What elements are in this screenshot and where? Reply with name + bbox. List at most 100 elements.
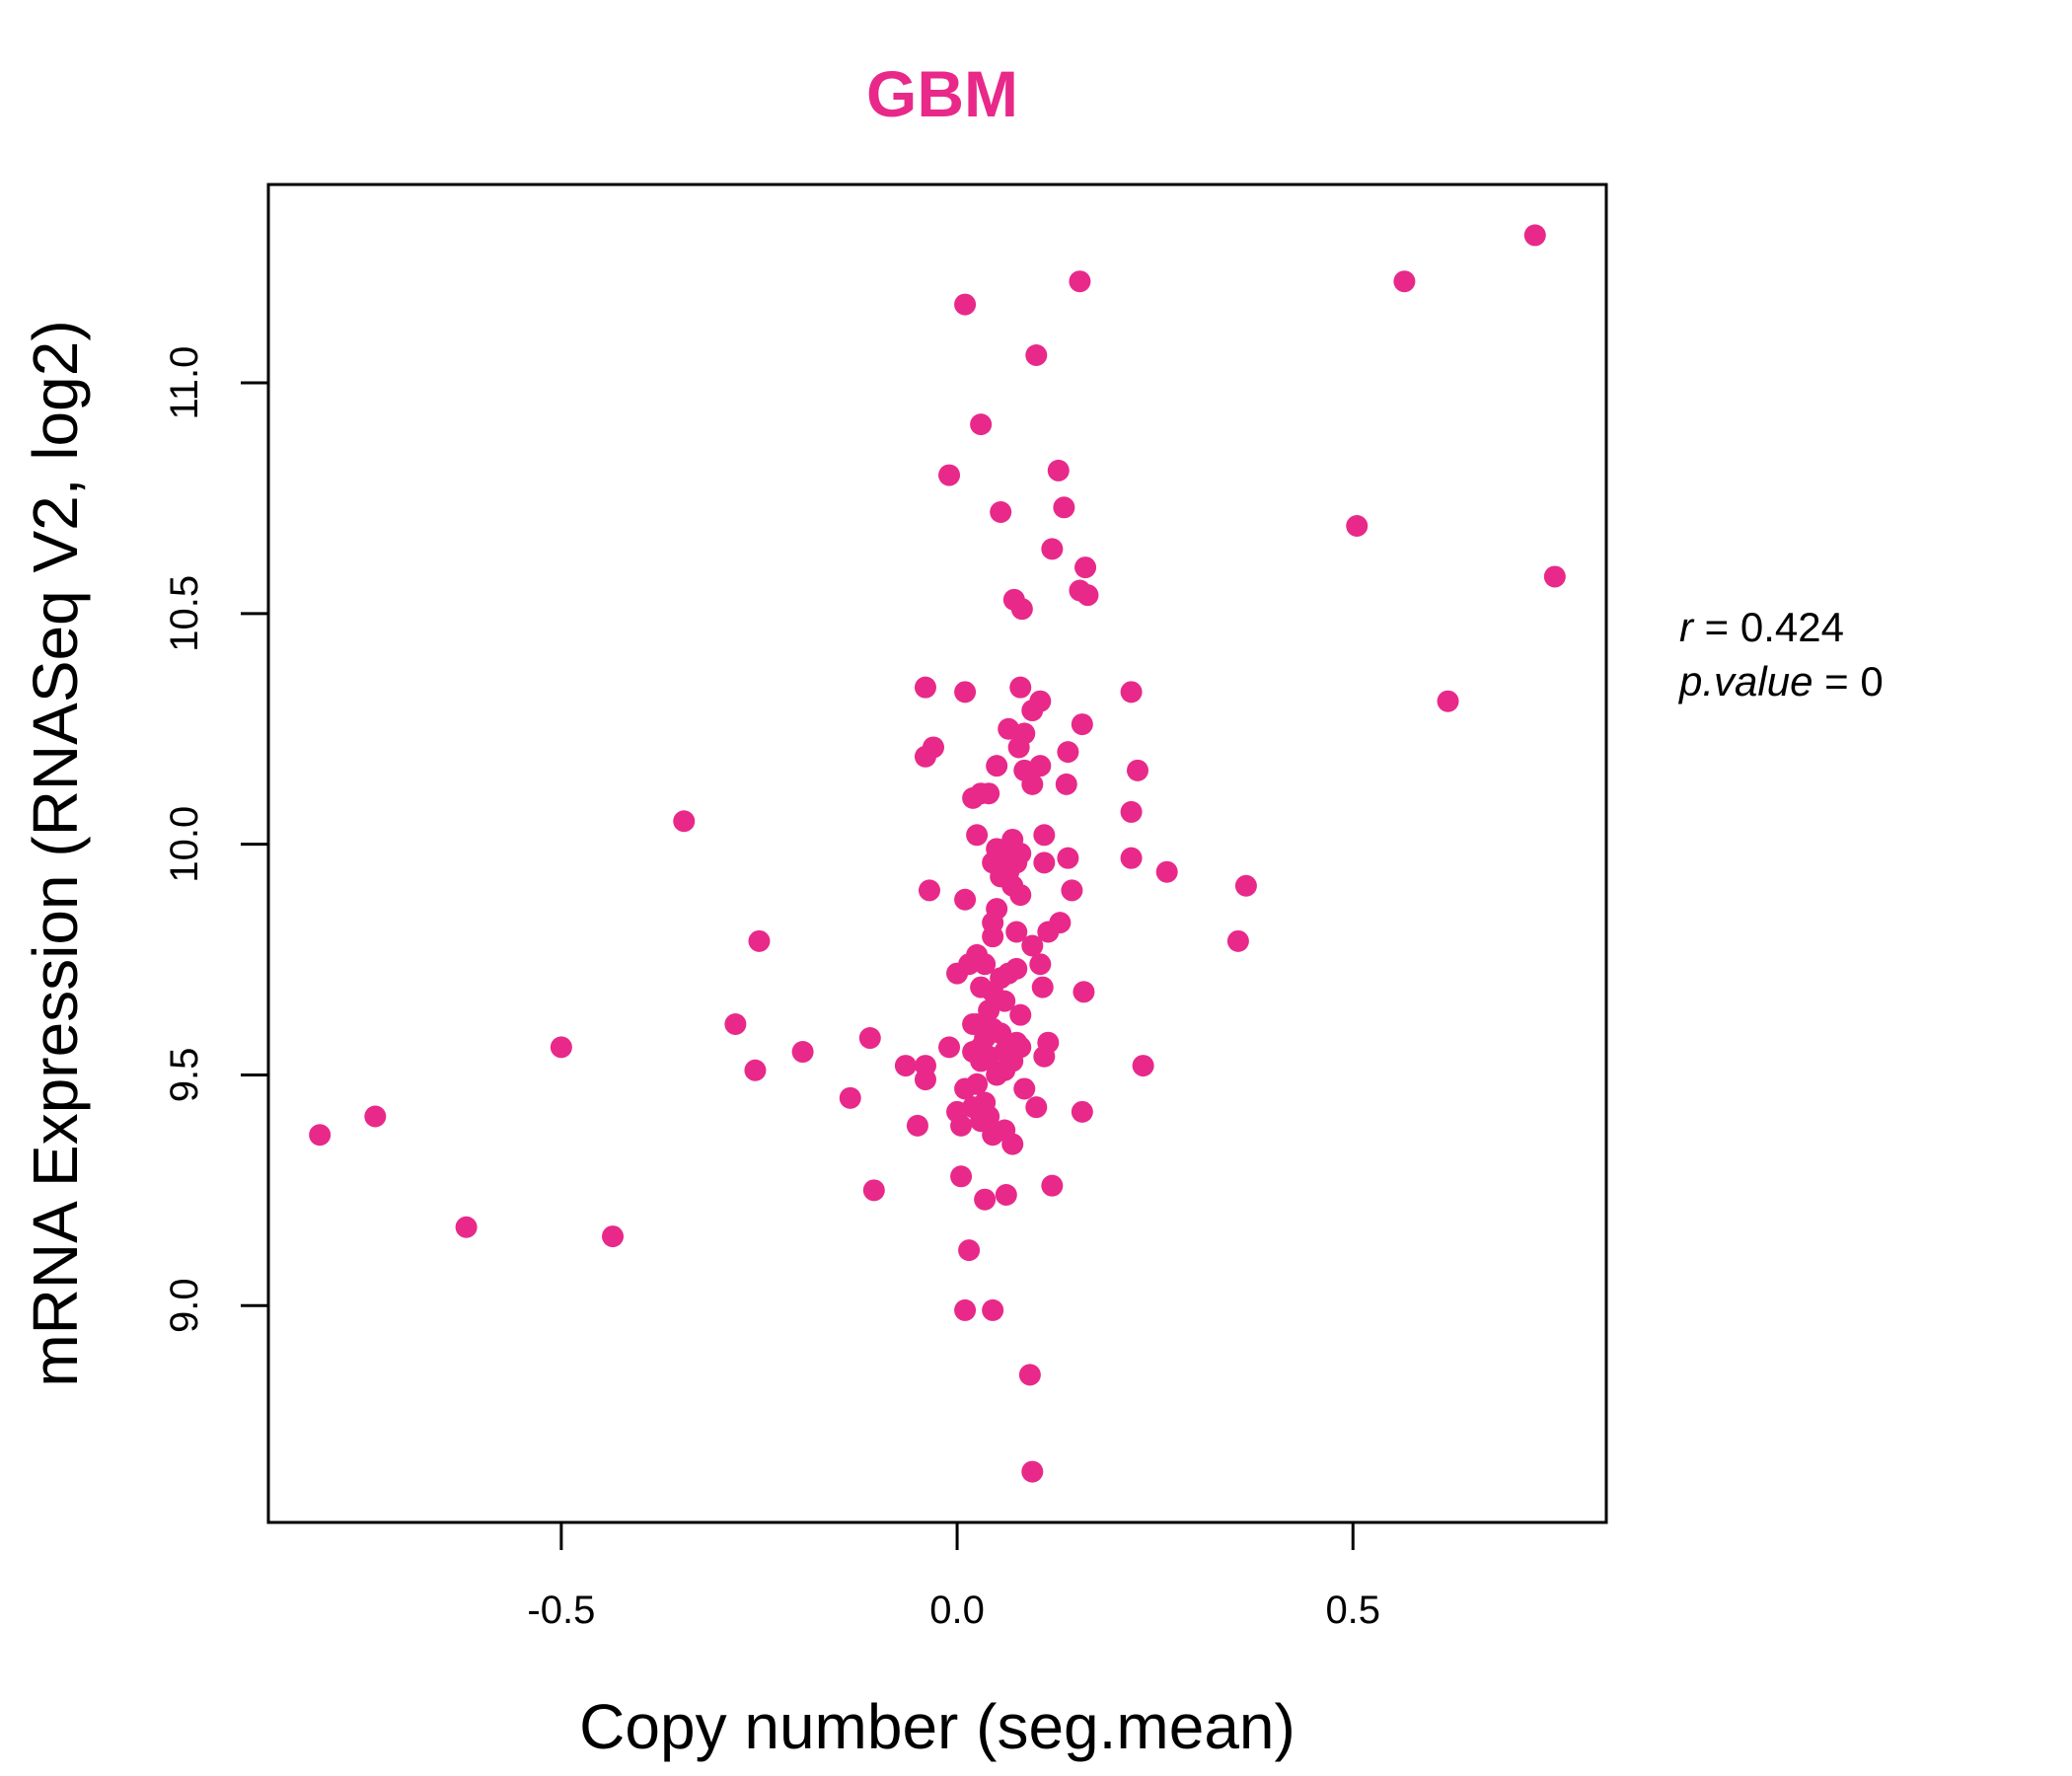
- data-point: [1031, 976, 1054, 999]
- data-point: [974, 1188, 997, 1211]
- data-point: [364, 1105, 387, 1128]
- r-label: r: [1679, 604, 1695, 650]
- data-point: [1073, 981, 1095, 1003]
- data-point: [914, 676, 936, 699]
- data-point: [1001, 1133, 1024, 1155]
- data-point: [938, 1036, 961, 1059]
- data-point: [954, 681, 977, 703]
- data-point: [914, 745, 936, 768]
- data-point: [1025, 344, 1048, 367]
- data-point: [1029, 953, 1052, 976]
- data-point: [862, 1179, 885, 1202]
- data-point: [1021, 773, 1044, 795]
- y-axis-label: mRNA Expression (RNASeq V2, log2): [20, 320, 91, 1386]
- data-point: [858, 1027, 881, 1050]
- data-point: [995, 1184, 1017, 1207]
- x-axis-label: Copy number (seg.mean): [579, 1691, 1295, 1762]
- r-stat-line: r = 0.424: [1679, 604, 1844, 650]
- data-point: [1071, 1100, 1093, 1123]
- data-point: [950, 1114, 973, 1137]
- data-point: [1234, 874, 1257, 897]
- data-point: [1057, 847, 1079, 869]
- data-point: [938, 464, 961, 486]
- y-tick-label: 10.5: [163, 575, 206, 652]
- data-point: [1009, 676, 1032, 699]
- data-point: [1071, 713, 1093, 736]
- x-tick-label: -0.5: [527, 1589, 595, 1632]
- data-point: [1021, 934, 1044, 957]
- data-point: [1120, 847, 1143, 869]
- data-point: [986, 755, 1008, 777]
- x-tick-label: 0.5: [1325, 1589, 1380, 1632]
- data-point: [724, 1013, 747, 1036]
- correlation-stats: r = 0.424 p.value = 0: [1677, 604, 1884, 704]
- data-point: [994, 990, 1016, 1012]
- data-point: [966, 824, 989, 847]
- data-point: [954, 1077, 977, 1100]
- data-point: [1076, 584, 1099, 607]
- chart-title: GBM: [866, 57, 1018, 130]
- data-point: [970, 1050, 993, 1073]
- data-point: [1057, 741, 1079, 764]
- data-point: [1041, 538, 1064, 560]
- data-point: [1543, 565, 1566, 588]
- data-point: [1055, 773, 1077, 795]
- p-label: p.value: [1677, 658, 1813, 704]
- data-point: [791, 1041, 814, 1064]
- data-points: [309, 224, 1566, 1483]
- y-tick-label: 11.0: [163, 346, 206, 420]
- data-point: [1013, 1077, 1036, 1100]
- y-tick-label: 10.0: [163, 806, 206, 883]
- data-point: [974, 953, 997, 976]
- data-point: [1033, 824, 1056, 847]
- data-point: [1007, 736, 1030, 759]
- data-point: [1005, 921, 1028, 943]
- data-point: [1033, 1045, 1056, 1068]
- data-point: [946, 962, 969, 985]
- data-point: [602, 1225, 625, 1248]
- data-point: [1010, 598, 1033, 621]
- data-point: [994, 1059, 1016, 1081]
- data-point: [1132, 1055, 1154, 1077]
- data-point: [744, 1059, 767, 1081]
- y-axis: 9.0 9.5 10.0 10.5 11.0: [163, 346, 270, 1333]
- p-value: 0: [1860, 658, 1883, 704]
- data-point: [1009, 884, 1032, 907]
- r-value: 0.424: [1740, 604, 1844, 650]
- data-point: [954, 293, 977, 316]
- data-point: [1018, 1364, 1041, 1386]
- data-point: [982, 1298, 1004, 1321]
- data-point: [1037, 921, 1060, 943]
- data-point: [906, 1114, 928, 1137]
- data-point: [954, 1298, 977, 1321]
- data-point: [1393, 270, 1416, 293]
- data-point: [1523, 224, 1546, 247]
- data-point: [455, 1216, 478, 1238]
- data-point: [954, 888, 977, 911]
- data-point: [1053, 496, 1075, 519]
- data-point: [1120, 681, 1143, 703]
- data-point: [970, 413, 993, 436]
- data-point: [748, 929, 771, 952]
- data-point: [1009, 1003, 1032, 1026]
- data-point: [958, 1239, 981, 1262]
- x-tick-label: 0.0: [929, 1589, 985, 1632]
- data-point: [894, 1055, 917, 1077]
- data-point: [673, 810, 696, 833]
- data-point: [1074, 556, 1097, 579]
- data-point: [1029, 755, 1052, 777]
- data-point: [1033, 851, 1056, 874]
- data-point: [1346, 515, 1369, 538]
- y-tick-label: 9.0: [163, 1278, 206, 1333]
- data-point: [1047, 459, 1070, 481]
- data-point: [998, 962, 1020, 985]
- data-point: [914, 1069, 936, 1091]
- data-point: [1069, 270, 1091, 293]
- data-point: [1155, 860, 1178, 883]
- data-point: [309, 1124, 332, 1147]
- data-point: [978, 782, 1000, 805]
- data-point: [1226, 929, 1249, 952]
- x-axis: -0.5 0.0 0.5: [527, 1520, 1380, 1632]
- plot-frame: [266, 183, 1608, 1524]
